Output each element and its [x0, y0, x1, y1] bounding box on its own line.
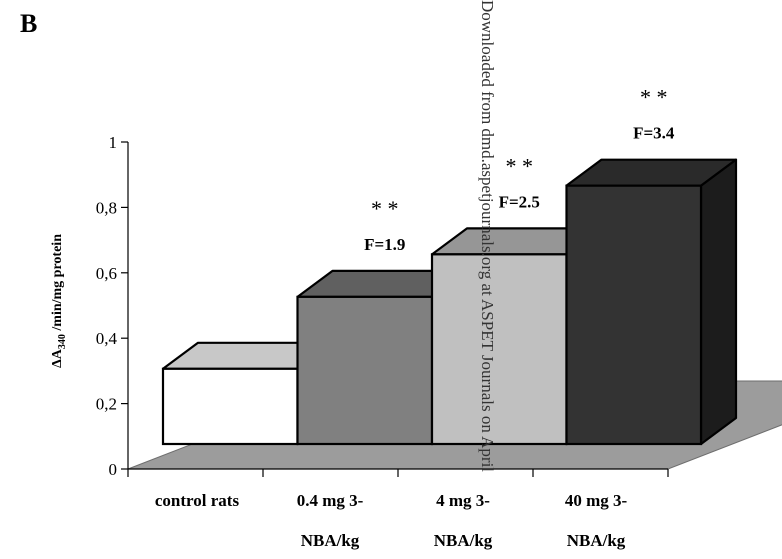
x-tick-label: 0.4 mg 3-: [297, 491, 364, 510]
bar-front: [430, 253, 568, 446]
watermark: Downloaded from dmd.aspetjournals.org at…: [478, 0, 497, 472]
x-tick-label-line2: NBA/kg: [301, 531, 360, 550]
fold-change-label: F=3.4: [633, 124, 675, 143]
significance-stars: * *: [640, 85, 668, 110]
y-tick-label: 0,8: [96, 198, 117, 217]
y-axis-label: ΔA340 /min/mg protein: [50, 234, 68, 368]
panel-label: B: [20, 9, 37, 38]
bar-front: [161, 367, 299, 446]
y-tick-label: 0: [109, 460, 118, 479]
x-tick-label-line2: NBA/kg: [567, 531, 626, 550]
bar-front: [565, 184, 703, 446]
significance-stars: * *: [506, 153, 534, 178]
x-tick-label: 4 mg 3-: [436, 491, 490, 510]
y-axis-label-suffix: /min/mg protein: [50, 234, 65, 334]
y-tick-label: 0,6: [96, 264, 117, 283]
y-tick-label: 0,4: [96, 329, 118, 348]
fold-change-label: F=2.5: [499, 192, 540, 211]
x-tick-label: 40 mg 3-: [565, 491, 628, 510]
significance-stars: * *: [371, 196, 399, 221]
y-axis-label-prefix: ΔA: [50, 348, 65, 368]
bar: [565, 158, 738, 446]
y-tick-label: 0,2: [96, 395, 117, 414]
y-tick-label: 1: [109, 133, 118, 152]
fold-change-label: F=1.9: [364, 235, 405, 254]
bar-front: [296, 295, 434, 446]
y-axis-label-sub: 340: [57, 334, 68, 349]
bar-side: [699, 158, 738, 446]
x-tick-label-line2: NBA/kg: [434, 531, 493, 550]
x-tick-label: control rats: [155, 491, 240, 510]
